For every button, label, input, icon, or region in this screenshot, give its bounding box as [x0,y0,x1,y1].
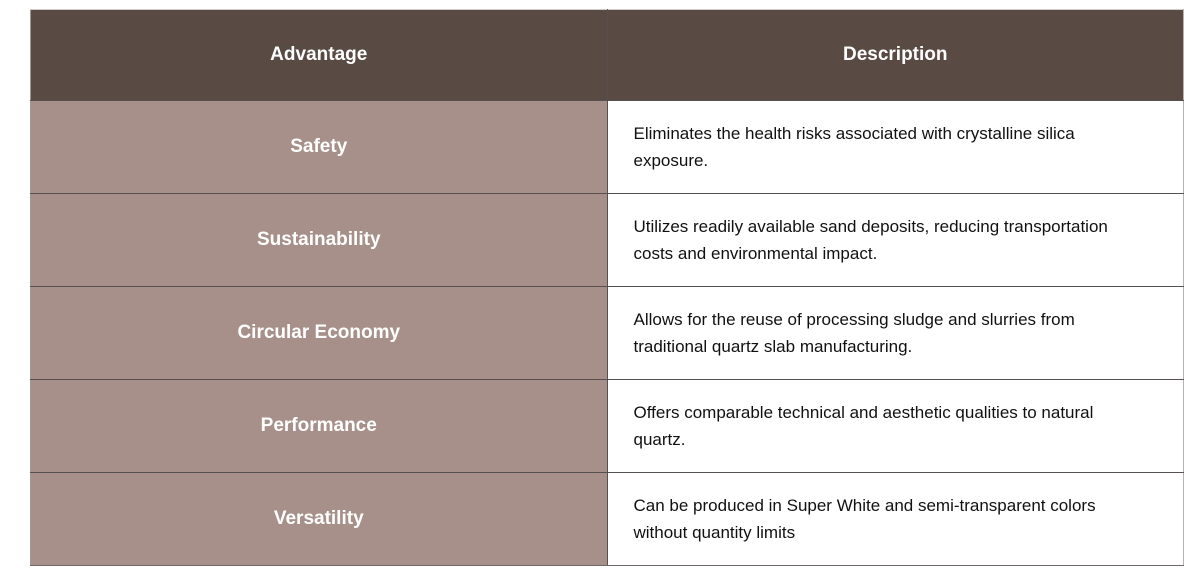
description-cell: Offers comparable technical and aestheti… [606,379,1184,473]
table-row-sustainability: Sustainability Utilizes readily availabl… [30,193,1184,287]
advantage-cell: Safety [30,100,608,194]
description-cell: Allows for the reuse of processing sludg… [606,286,1184,380]
advantages-table: Advantage Description Safety Eliminates … [30,9,1184,566]
advantage-cell: Performance [30,379,608,473]
table-row-versatility: Versatility Can be produced in Super Whi… [30,472,1184,566]
advantage-cell: Versatility [30,472,608,566]
column-header-description: Description [606,9,1184,101]
description-cell: Utilizes readily available sand deposits… [606,193,1184,287]
table-row-safety: Safety Eliminates the health risks assoc… [30,100,1184,194]
table-row-circular-economy: Circular Economy Allows for the reuse of… [30,286,1184,380]
table-row-performance: Performance Offers comparable technical … [30,379,1184,473]
description-cell: Can be produced in Super White and semi-… [606,472,1184,566]
advantage-cell: Circular Economy [30,286,608,380]
advantage-cell: Sustainability [30,193,608,287]
column-header-advantage: Advantage [30,9,608,101]
header-row: Advantage Description [30,9,1184,101]
description-cell: Eliminates the health risks associated w… [606,100,1184,194]
